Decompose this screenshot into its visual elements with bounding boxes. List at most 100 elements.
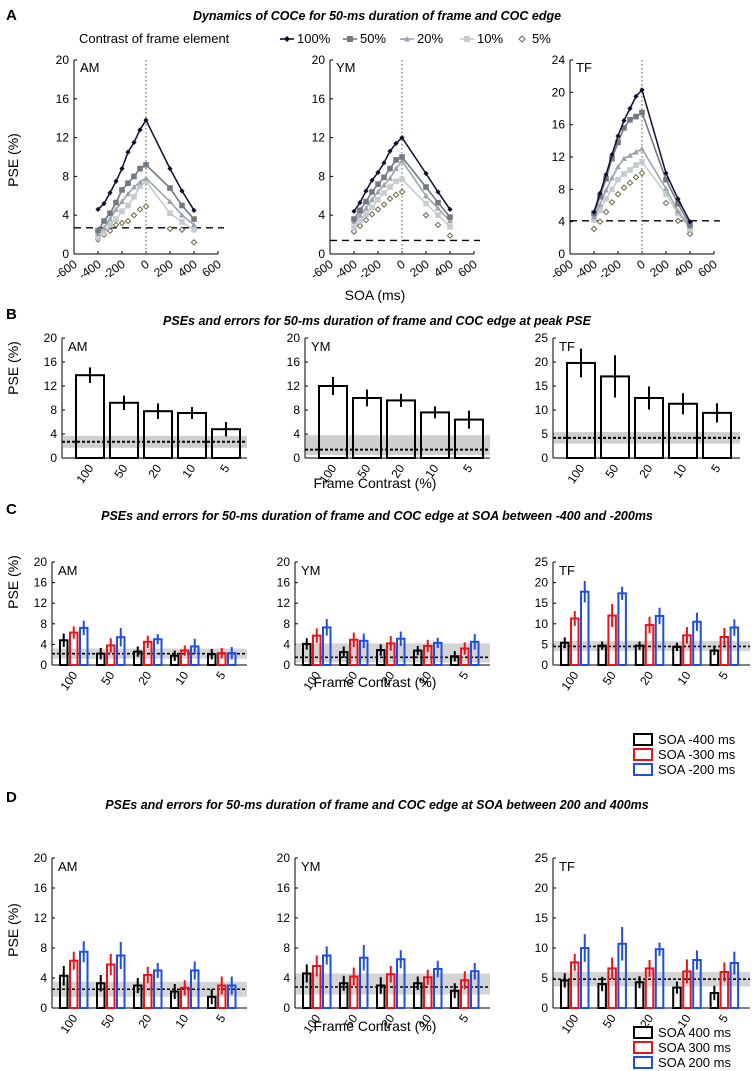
y-tick-label: 20 bbox=[34, 851, 48, 865]
legend-item: SOA -300 ms bbox=[633, 747, 736, 762]
legend-item: 10% bbox=[460, 31, 503, 46]
data-point bbox=[608, 198, 616, 206]
legend-item: SOA -200 ms bbox=[633, 762, 736, 777]
data-point bbox=[663, 185, 669, 191]
data-point bbox=[119, 208, 125, 215]
data-point bbox=[615, 139, 621, 146]
data-point bbox=[633, 113, 639, 120]
x-tick-label: -600 bbox=[548, 257, 576, 282]
x-tick-label: -400 bbox=[572, 257, 600, 282]
legend-label: 10% bbox=[477, 31, 503, 46]
x-tick-label: 50 bbox=[111, 461, 130, 480]
x-tick-label: 5 bbox=[213, 1011, 228, 1025]
y-tick-label: 8 bbox=[283, 617, 290, 631]
y-tick-label: 20 bbox=[535, 881, 549, 895]
y-tick-label: 16 bbox=[277, 576, 291, 590]
x-tick-label: 600 bbox=[199, 257, 224, 280]
data-point bbox=[380, 201, 388, 208]
x-tick-label: -600 bbox=[52, 257, 80, 282]
x-tick-label: 400 bbox=[671, 257, 696, 280]
legend-marker bbox=[464, 36, 470, 42]
data-point bbox=[107, 190, 113, 196]
y-tick-label: 10 bbox=[535, 403, 549, 417]
data-point bbox=[686, 230, 694, 238]
panel-b-xlabel: Frame Contrast (%) bbox=[314, 475, 437, 491]
data-point bbox=[191, 226, 197, 233]
data-point bbox=[191, 221, 197, 228]
x-tick-label: 20 bbox=[145, 461, 164, 480]
subplot-name: YM bbox=[336, 60, 356, 75]
y-tick-label: 12 bbox=[287, 379, 301, 393]
x-tick-label: 100 bbox=[558, 668, 581, 693]
data-point bbox=[107, 210, 113, 217]
data-point bbox=[357, 212, 363, 218]
series-5pct bbox=[590, 169, 694, 238]
subplot-name: YM bbox=[301, 563, 321, 578]
y-tick-label: 4 bbox=[283, 971, 290, 985]
data-point bbox=[143, 178, 149, 185]
bar bbox=[352, 397, 382, 459]
y-tick-label: 12 bbox=[56, 131, 70, 145]
data-point bbox=[179, 188, 185, 194]
x-tick-label: 10 bbox=[172, 668, 191, 687]
data-point bbox=[446, 232, 454, 239]
x-tick-label: 50 bbox=[602, 461, 621, 480]
subplot-c-tf: 0 5 10 15 20 25 TF 100 50 20 10 5 bbox=[535, 555, 750, 693]
y-tick-label: 8 bbox=[62, 169, 69, 183]
series-line bbox=[353, 136, 451, 212]
data-point bbox=[639, 87, 645, 93]
y-tick-label: 20 bbox=[312, 53, 326, 67]
data-point bbox=[627, 105, 633, 112]
data-point bbox=[639, 109, 645, 116]
data-point bbox=[131, 173, 137, 180]
panel-a-ylabel: PSE (%) bbox=[5, 133, 21, 187]
x-tick-label: 400 bbox=[431, 257, 456, 280]
x-tick-label: -600 bbox=[308, 257, 336, 282]
y-tick-label: 8 bbox=[40, 617, 47, 631]
data-point bbox=[447, 224, 453, 230]
legend-item: SOA -400 ms bbox=[633, 732, 736, 747]
data-point bbox=[112, 221, 120, 229]
data-point bbox=[627, 167, 633, 173]
panel-b-ylabel: PSE (%) bbox=[5, 341, 21, 395]
panel-c-ylabel: PSE (%) bbox=[5, 555, 21, 609]
data-point bbox=[136, 206, 144, 213]
data-point bbox=[393, 165, 399, 172]
y-tick-label: 5 bbox=[541, 637, 548, 651]
y-tick-label: 0 bbox=[318, 247, 325, 261]
data-point bbox=[387, 165, 393, 172]
y-tick-label: 4 bbox=[50, 427, 57, 441]
y-tick-label: 10 bbox=[535, 617, 549, 631]
y-tick-label: 25 bbox=[535, 331, 549, 345]
x-tick-label: 200 bbox=[407, 257, 432, 280]
data-point bbox=[597, 190, 603, 196]
data-point bbox=[603, 187, 609, 193]
data-point bbox=[95, 206, 101, 212]
x-tick-label: 50 bbox=[600, 1011, 619, 1030]
y-tick-label: 16 bbox=[287, 355, 301, 369]
series-20pct bbox=[591, 145, 693, 229]
data-point bbox=[435, 212, 441, 218]
data-point bbox=[398, 188, 406, 196]
y-tick-label: 4 bbox=[40, 971, 47, 985]
panel-a-legend-title: Contrast of frame element bbox=[79, 31, 230, 46]
subplot-name: TF bbox=[576, 60, 592, 75]
y-tick-label: 20 bbox=[44, 331, 58, 345]
bar bbox=[318, 385, 348, 459]
data-point bbox=[142, 203, 150, 210]
y-tick-label: 24 bbox=[552, 53, 566, 67]
data-point bbox=[125, 190, 131, 197]
series-50pct bbox=[351, 154, 453, 222]
data-point bbox=[113, 199, 119, 206]
subplot-name: TF bbox=[559, 563, 575, 578]
data-point bbox=[191, 207, 197, 213]
legend-label: 20% bbox=[417, 31, 443, 46]
data-point bbox=[423, 200, 429, 207]
data-point bbox=[107, 222, 113, 228]
legend-label: SOA -400 ms bbox=[658, 732, 736, 747]
data-point bbox=[363, 188, 369, 194]
data-point bbox=[627, 152, 633, 158]
y-tick-label: 0 bbox=[541, 658, 548, 672]
